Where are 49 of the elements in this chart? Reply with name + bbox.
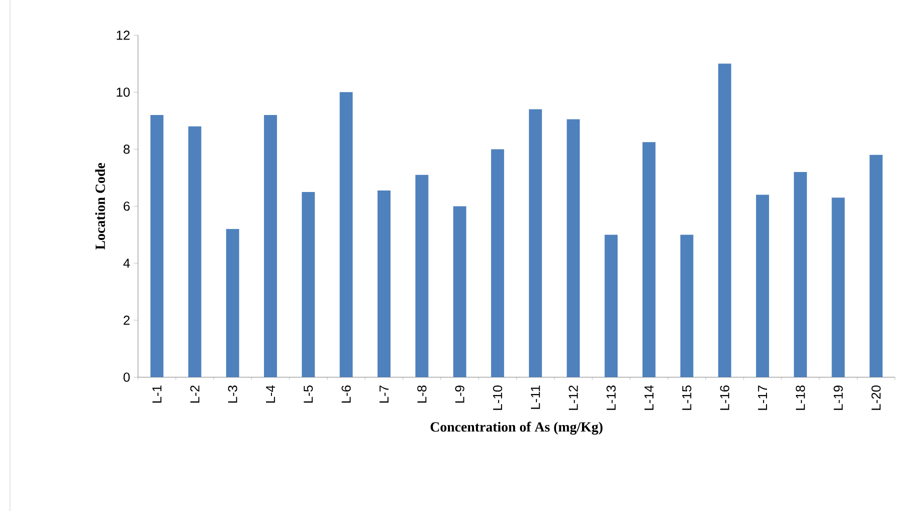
x-tick-label: L-15 (682, 385, 692, 410)
y-tick-label: 0 (124, 372, 130, 382)
x-tick-label: L-2 (190, 385, 200, 402)
x-tick-label: L-13 (606, 385, 616, 410)
y-axis-title: Location Code (95, 162, 105, 250)
bar (188, 126, 202, 377)
bar (226, 228, 240, 377)
bar (340, 92, 353, 377)
y-tick-label: 12 (116, 30, 130, 40)
x-tick-label: L-7 (380, 385, 388, 402)
y-tick-label: 8 (124, 144, 130, 154)
bar (264, 114, 277, 377)
x-tick-label: L-20 (872, 385, 881, 410)
bar (415, 174, 428, 377)
x-tick-label: L-19 (834, 385, 843, 410)
x-tick-label: L-10 (492, 385, 502, 410)
y-tick-label: 2 (124, 315, 130, 325)
y-tick-label: 10 (116, 87, 130, 97)
x-tick-label: L-6 (342, 385, 351, 402)
bar (642, 142, 656, 377)
x-tick-label: L-9 (455, 385, 464, 402)
bar (832, 197, 845, 377)
x-tick-label: L-4 (266, 385, 275, 402)
y-tick-label: 4 (123, 258, 130, 268)
bar (794, 172, 807, 377)
x-tick-label: L-18 (796, 385, 805, 410)
x-tick-label: L-12 (568, 385, 578, 410)
bar (566, 119, 580, 377)
x-tick-label: L-16 (720, 385, 730, 410)
x-tick-label: L-5 (304, 385, 313, 402)
x-tick-label: L-17 (758, 385, 767, 410)
bar (302, 192, 315, 377)
y-tick-label: 6 (124, 201, 130, 211)
x-axis-title: Concentration of As (mg/Kg) (430, 422, 602, 434)
bar (870, 154, 883, 377)
x-tick-label: L-11 (530, 385, 540, 409)
bar (604, 234, 618, 377)
bar (378, 190, 391, 377)
x-tick-label: L-3 (228, 385, 238, 402)
bar (756, 194, 770, 377)
bar (680, 234, 694, 377)
bar (718, 63, 732, 377)
x-tick-label: L-1 (152, 385, 162, 402)
x-tick-label: L-8 (417, 385, 426, 402)
bar (453, 206, 466, 377)
bar (150, 114, 164, 377)
bar (491, 149, 504, 377)
x-tick-label: L-14 (644, 385, 654, 410)
bar (528, 109, 542, 377)
